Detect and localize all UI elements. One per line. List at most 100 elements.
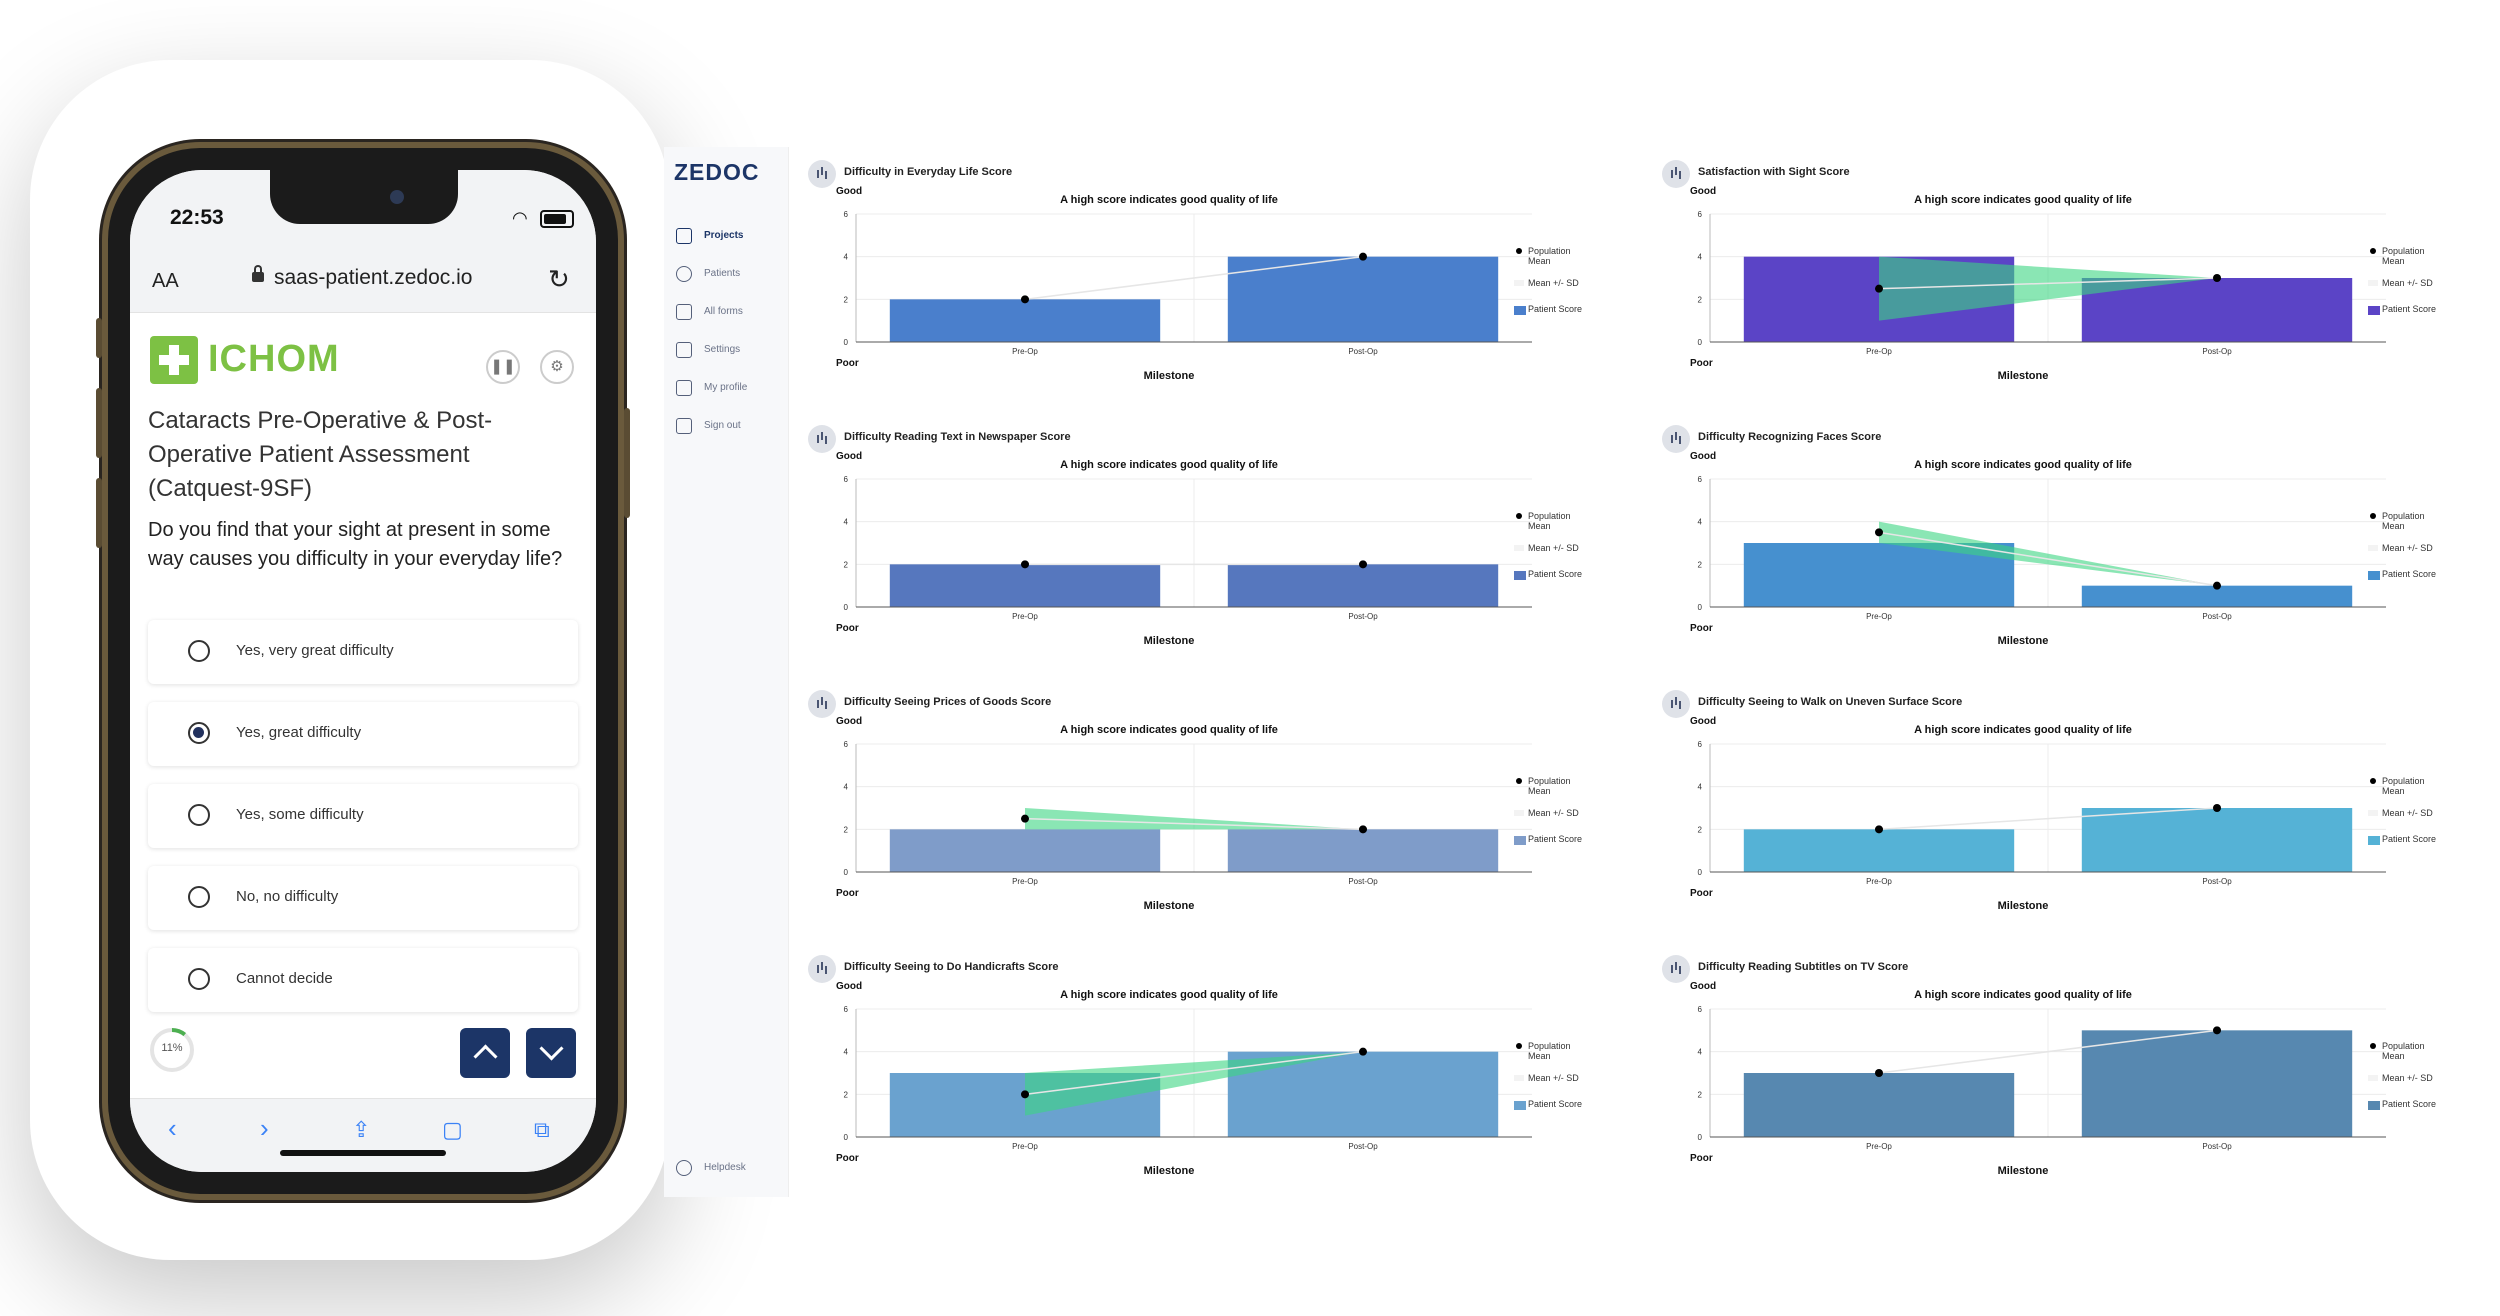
y-tick-label: 4: [844, 1048, 849, 1057]
mean-sd-band: [1879, 256, 2217, 321]
y-tick-label: 2: [844, 560, 849, 569]
text-size-button[interactable]: AA: [152, 270, 179, 292]
sidebar-item-patients[interactable]: Patients: [676, 265, 786, 287]
good-label: Good: [836, 186, 863, 197]
answer-option[interactable]: Yes, great difficulty: [148, 702, 578, 766]
sidebar-item-projects[interactable]: Projects: [676, 227, 786, 249]
wifi-icon: ◠: [512, 208, 528, 228]
legend-mean-marker: [2370, 1043, 2376, 1049]
x-tick-label: Post-Op: [2202, 1142, 2232, 1151]
chart-note: A high score indicates good quality of l…: [1060, 194, 1278, 206]
legend-label: Mean +/- SD: [1528, 808, 1579, 818]
x-axis-label: Milestone: [1997, 900, 2049, 912]
chart-title: Difficulty Seeing Prices of Goods Score: [844, 696, 1052, 708]
ichom-logo-icon: [150, 336, 198, 384]
mean-sd-band: [1025, 808, 1363, 830]
y-tick-label: 4: [844, 518, 849, 527]
poor-label: Poor: [836, 623, 859, 634]
sidebar-item-my-profile[interactable]: My profile: [676, 379, 786, 401]
reload-icon[interactable]: ↻: [548, 264, 570, 294]
legend-sd: Mean +/- SD: [2368, 543, 2433, 553]
good-label: Good: [1690, 451, 1717, 462]
population-mean-line: [1024, 1050, 1364, 1096]
radio-button[interactable]: [188, 886, 210, 908]
population-mean-point: [1021, 295, 1029, 304]
legend-mean-marker: [2370, 778, 2376, 784]
url-bar[interactable]: AA saas-patient.zedoc.io ↻: [130, 246, 596, 313]
good-label: Good: [836, 716, 863, 727]
good-label: Good: [836, 451, 863, 462]
legend-sd-swatch: [1514, 280, 1524, 286]
legend-label: Population: [1528, 246, 1571, 256]
tabs-icon[interactable]: ⧉: [534, 1117, 550, 1142]
x-tick-label: Pre-Op: [1866, 1142, 1892, 1151]
settings-button[interactable]: ⚙: [540, 350, 574, 384]
radio-button[interactable]: [188, 968, 210, 990]
y-tick-label: 2: [844, 825, 849, 834]
legend-sd: Mean +/- SD: [1514, 543, 1579, 553]
next-question-button[interactable]: [526, 1028, 576, 1078]
x-tick-label: Pre-Op: [1012, 1142, 1038, 1151]
legend-label: Patient Score: [1528, 1099, 1583, 1109]
url-text[interactable]: saas-patient.zedoc.io: [274, 266, 473, 289]
sidebar-item-helpdesk[interactable]: Helpdesk: [676, 1159, 786, 1181]
answer-option[interactable]: No, no difficulty: [148, 866, 578, 930]
answer-option-label: Yes, very great difficulty: [236, 642, 394, 659]
legend-sd-swatch: [2368, 545, 2378, 551]
legend-label: Population: [1528, 776, 1571, 786]
x-tick-label: Pre-Op: [1866, 612, 1892, 621]
book-icon[interactable]: ▢: [442, 1117, 463, 1142]
legend-label: Mean +/- SD: [1528, 1073, 1579, 1083]
chart-icon: [1662, 425, 1690, 453]
legend-label: Population: [1528, 511, 1571, 521]
chevron-right-icon[interactable]: ›: [260, 1113, 269, 1143]
legend-label: Mean: [2382, 256, 2405, 266]
radio-button[interactable]: [188, 640, 210, 662]
answer-option-label: Yes, great difficulty: [236, 724, 362, 741]
population-mean-line: [1024, 255, 1364, 301]
patient-score-bar: [1227, 564, 1499, 607]
sidebar-item-sign-out[interactable]: Sign out: [676, 417, 786, 439]
survey-title: Cataracts Pre-Operative & Post-Operative…: [148, 407, 493, 502]
answer-option[interactable]: Cannot decide: [148, 948, 578, 1012]
legend-label: Patient Score: [2382, 834, 2437, 844]
legend-population-mean: Population Mean: [1516, 776, 1571, 796]
legend-sd: Mean +/- SD: [2368, 278, 2433, 288]
good-label: Good: [836, 981, 863, 992]
population-mean-line: [1878, 807, 2218, 831]
legend-label: Patient Score: [2382, 569, 2437, 579]
sidebar-item-settings[interactable]: Settings: [676, 341, 786, 363]
status-time: 22:53: [170, 206, 224, 229]
population-mean-point: [1359, 825, 1367, 834]
chart-plot: 0 2 4 6 Pre-Op Post-Op: [1698, 475, 2386, 621]
chart-panel: 0 2 4 6 Pre-Op Post-Op Difficulty Seeing Pric…: [808, 688, 1658, 953]
radio-button[interactable]: [188, 804, 210, 826]
legend-mean-marker: [2370, 248, 2376, 254]
population-mean-point: [1021, 1090, 1029, 1099]
y-tick-label: 0: [1698, 603, 1703, 612]
patient-score-bar: [2081, 808, 2353, 872]
population-mean-point: [1875, 825, 1883, 834]
phone-power-button: [624, 408, 630, 518]
x-axis-label: Milestone: [1143, 1165, 1195, 1177]
share-icon[interactable]: ⇪: [352, 1117, 371, 1142]
population-mean-line: [1024, 817, 1364, 831]
sidebar-item-all-forms[interactable]: All forms: [676, 303, 786, 325]
chevron-left-icon[interactable]: ‹: [168, 1113, 177, 1143]
answer-option[interactable]: Yes, some difficulty: [148, 784, 578, 848]
x-tick-label: Pre-Op: [1866, 877, 1892, 886]
pause-button[interactable]: ❚❚: [486, 350, 520, 384]
chart-note: A high score indicates good quality of l…: [1060, 724, 1278, 736]
chart-icon: [808, 955, 836, 983]
chart-icon: [1662, 160, 1690, 188]
legend-patient-score: Patient Score: [2368, 834, 2437, 845]
chevron-up-icon: [473, 1044, 498, 1069]
legend-patient-score: Patient Score: [1514, 569, 1582, 580]
poor-label: Poor: [1690, 1153, 1713, 1164]
chart-note: A high score indicates good quality of l…: [1914, 989, 2132, 1001]
previous-question-button[interactable]: [460, 1028, 510, 1078]
radio-button-selected[interactable]: [188, 722, 210, 744]
user-icon: [676, 266, 692, 282]
answer-option[interactable]: Yes, very great difficulty: [148, 620, 578, 684]
legend-patient-score: Patient Score: [1514, 1099, 1583, 1110]
